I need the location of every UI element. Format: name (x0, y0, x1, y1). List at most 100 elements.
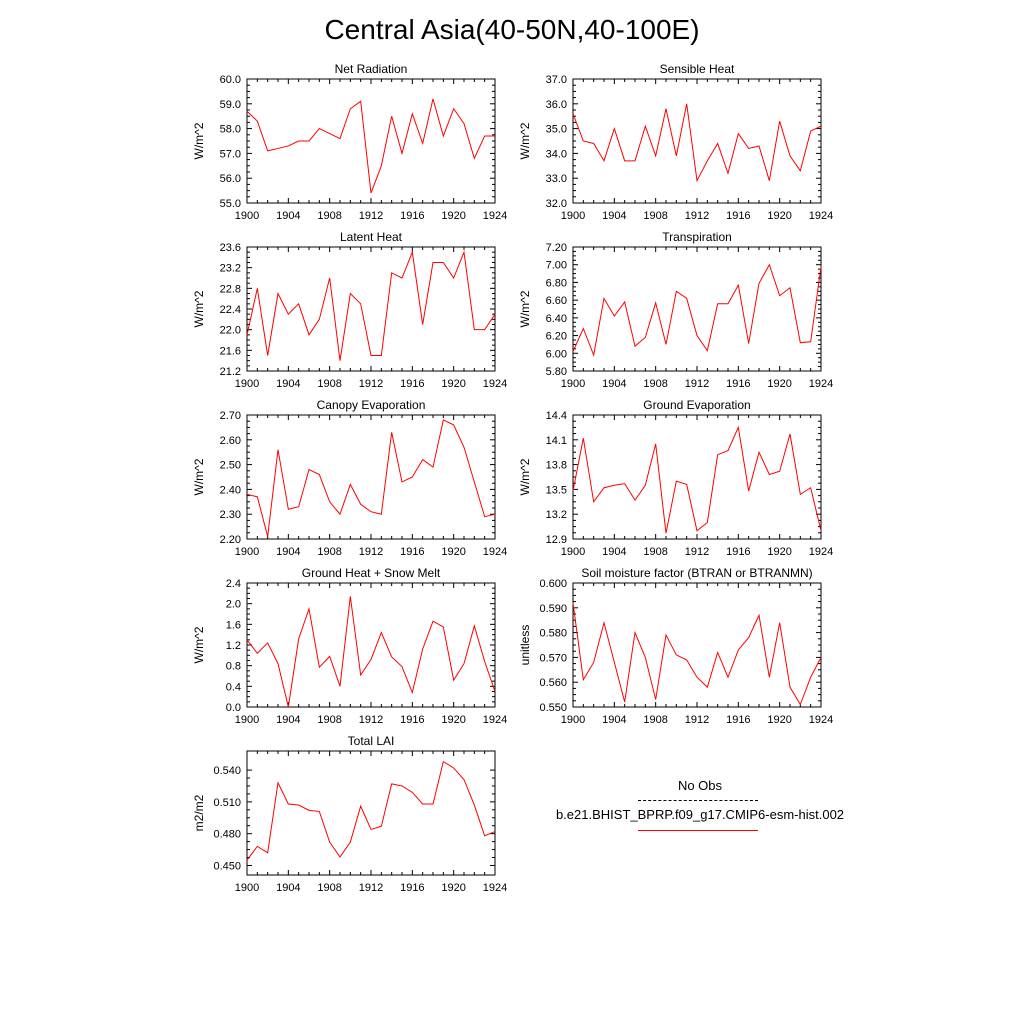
x-tick-label: 1900 (561, 546, 585, 558)
y-tick-label: 37.0 (546, 74, 567, 86)
panel-2: Sensible Heat W/m^2 1900 1904 1908 1912 1916 19… (518, 62, 833, 222)
y-tick-label: 2.30 (220, 509, 241, 521)
x-tick-label: 1904 (276, 378, 300, 390)
x-tick-label: 1900 (235, 210, 259, 222)
x-tick-label: 1924 (483, 210, 507, 222)
y-tick-label: 60.0 (220, 74, 241, 86)
x-tick-label: 1920 (441, 882, 465, 894)
y-tick-label: 6.60 (546, 295, 567, 307)
y-tick-label: 0.600 (539, 578, 567, 590)
legend-label-no-obs: No Obs (677, 778, 723, 793)
x-tick-label: 1904 (602, 546, 626, 558)
plot-frame (246, 750, 496, 876)
series-line (246, 760, 496, 861)
y-tick-label: 5.80 (546, 366, 567, 378)
y-tick-label: 55.0 (220, 198, 241, 210)
y-tick-label: 13.2 (546, 509, 567, 521)
x-tick-label: 1912 (359, 714, 383, 726)
y-tick-label: 2.70 (220, 410, 241, 422)
x-tick-label: 1912 (359, 378, 383, 390)
panel-4: Transpiration W/m^2 1900 1904 1908 1912 1916 19… (518, 230, 833, 390)
y-tick-label: 0.8 (226, 661, 241, 673)
x-tick-label: 1920 (441, 378, 465, 390)
x-tick-label: 1916 (726, 714, 750, 726)
y-tick-label: 21.6 (220, 345, 241, 357)
y-axis-label: W/m^2 (192, 626, 206, 663)
series-line (246, 250, 496, 361)
x-tick-label: 1904 (602, 210, 626, 222)
legend-label-model: b.e21.BHIST_BPRP.f09_g17.CMIP6-esm-hist.… (555, 807, 845, 822)
y-tick-label: 22.8 (220, 283, 241, 295)
y-tick-label: 0.550 (539, 702, 567, 714)
series-line (246, 596, 496, 708)
plot-frame (246, 246, 496, 372)
panel-7: Ground Heat + Snow Melt W/m^2 1900 1904 1908… (192, 566, 507, 726)
legend-line-model (638, 830, 758, 831)
x-tick-label: 1900 (235, 882, 259, 894)
x-tick-label: 1904 (276, 546, 300, 558)
y-axis-label: W/m^2 (518, 458, 532, 495)
x-tick-label: 1916 (400, 882, 424, 894)
x-tick-label: 1912 (359, 882, 383, 894)
y-tick-label: 7.00 (546, 260, 567, 272)
x-tick-label: 1920 (767, 378, 791, 390)
x-tick-label: 1904 (276, 882, 300, 894)
x-tick-label: 1924 (483, 882, 507, 894)
x-tick-label: 1924 (809, 378, 833, 390)
figure-title: Central Asia(40-50N,40-100E) (324, 14, 700, 45)
y-tick-label: 2.50 (220, 460, 241, 472)
y-tick-label: 14.4 (546, 410, 567, 422)
series-line (246, 419, 496, 537)
y-tick-label: 34.0 (546, 148, 567, 160)
y-tick-label: 13.8 (546, 460, 567, 472)
panel-title: Transpiration (662, 230, 732, 244)
y-tick-label: 0.510 (213, 797, 241, 809)
x-tick-label: 1920 (441, 546, 465, 558)
y-tick-label: 0.540 (213, 765, 241, 777)
y-tick-label: 2.40 (220, 484, 241, 496)
series-line (572, 602, 822, 706)
panel-title: Soil moisture factor (BTRAN or BTRANMN) (581, 566, 812, 580)
y-tick-label: 0.590 (539, 603, 567, 615)
x-tick-label: 1908 (317, 378, 341, 390)
x-tick-label: 1920 (767, 546, 791, 558)
y-tick-label: 32.0 (546, 198, 567, 210)
plot-frame (572, 414, 822, 540)
series-line (246, 98, 495, 194)
panel-title: Ground Evaporation (643, 398, 750, 412)
x-tick-label: 1900 (561, 714, 585, 726)
x-tick-label: 1900 (235, 546, 259, 558)
x-tick-label: 1912 (359, 210, 383, 222)
x-tick-label: 1908 (643, 714, 667, 726)
y-tick-label: 0.580 (539, 628, 567, 640)
y-tick-label: 14.1 (546, 435, 567, 447)
series-line (572, 263, 822, 357)
x-tick-label: 1912 (359, 546, 383, 558)
y-tick-label: 21.2 (220, 366, 241, 378)
x-tick-label: 1904 (276, 714, 300, 726)
x-tick-label: 1904 (276, 210, 300, 222)
x-tick-label: 1912 (685, 378, 709, 390)
x-tick-label: 1912 (685, 546, 709, 558)
panel-title: Sensible Heat (660, 62, 735, 76)
y-tick-label: 56.0 (220, 173, 241, 185)
y-axis-label: W/m^2 (518, 290, 532, 327)
y-tick-label: 7.20 (546, 242, 567, 254)
x-tick-label: 1908 (317, 210, 341, 222)
x-tick-label: 1900 (235, 714, 259, 726)
x-tick-label: 1920 (441, 210, 465, 222)
y-axis-label: unitless (518, 625, 532, 666)
y-tick-label: 0.570 (539, 652, 567, 664)
x-tick-label: 1916 (400, 210, 424, 222)
panel-title: Total LAI (348, 734, 395, 748)
y-tick-label: 0.0 (226, 702, 241, 714)
y-tick-label: 0.450 (213, 860, 241, 872)
y-tick-label: 58.0 (220, 124, 241, 136)
x-tick-label: 1916 (726, 210, 750, 222)
y-tick-label: 2.4 (226, 578, 241, 590)
x-tick-label: 1900 (561, 210, 585, 222)
y-tick-label: 0.560 (539, 677, 567, 689)
x-tick-label: 1912 (685, 210, 709, 222)
x-tick-label: 1920 (767, 210, 791, 222)
